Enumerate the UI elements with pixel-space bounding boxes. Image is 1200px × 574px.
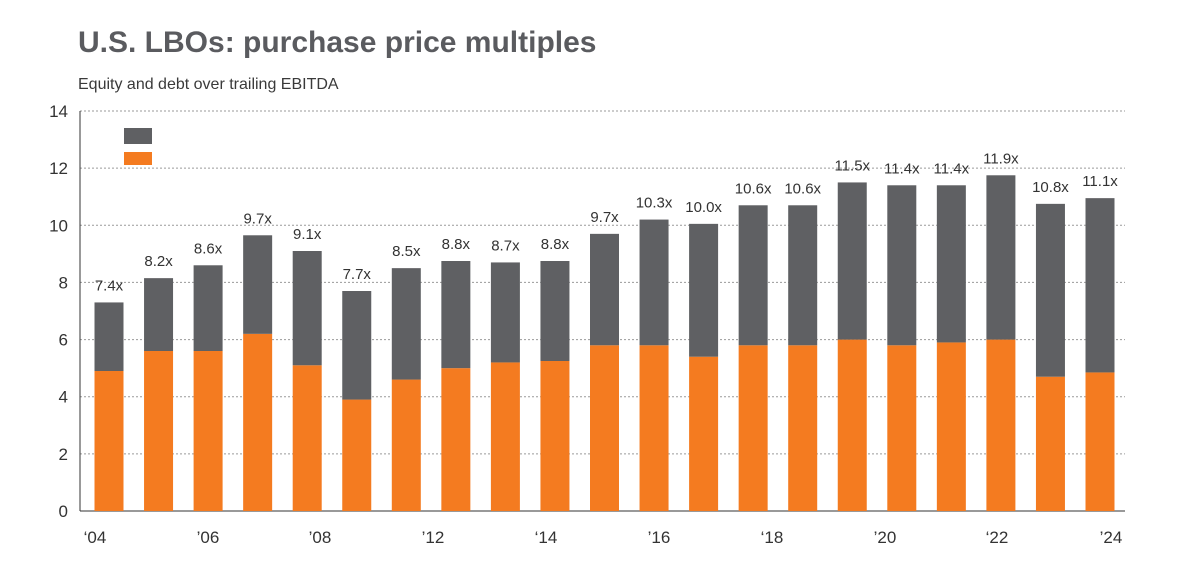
bar-debt-2006: [193, 351, 223, 511]
data-label-2008: 9.1x: [293, 226, 322, 243]
legend: [124, 128, 152, 165]
bar-debt-2004: [94, 371, 124, 511]
bar-equity-2012: [490, 262, 520, 363]
data-label-2011: 8.8x: [442, 236, 471, 253]
data-label-2022: 11.9x: [983, 150, 1019, 167]
data-label-2009: 7.7x: [343, 266, 372, 283]
y-tick-label: 4: [59, 388, 68, 407]
y-tick-label: 8: [59, 273, 68, 292]
bar-debt-2016: [689, 356, 719, 511]
data-label-2024: 11.1x: [1082, 173, 1118, 190]
bar-debt-2020: [887, 345, 917, 511]
y-tick-label: 14: [49, 102, 68, 121]
data-label-2017: 10.6x: [735, 180, 772, 197]
bar-debt-2009: [342, 399, 372, 511]
x-tick-label: ’08: [309, 528, 332, 547]
bar-debt-2011: [441, 368, 471, 511]
y-tick-label: 0: [59, 502, 68, 521]
bar-debt-2005: [144, 351, 174, 511]
bar-equity-2024: [1085, 198, 1115, 373]
bar-equity-2022: [986, 175, 1016, 340]
data-label-2004: 7.4x: [95, 277, 124, 294]
bar-equity-2017: [738, 205, 768, 346]
x-tick-label: ‘04: [84, 528, 107, 547]
data-label-2016: 10.0x: [685, 199, 722, 216]
bar-debt-2015: [639, 345, 669, 511]
data-label-2021: 11.4x: [934, 160, 970, 177]
bar-equity-2013: [540, 261, 570, 361]
legend-swatch-equity: [124, 128, 152, 144]
x-tick-label: ’16: [648, 528, 671, 547]
bar-equity-2004: [94, 302, 124, 371]
x-tick-label: ’12: [422, 528, 445, 547]
data-label-2006: 8.6x: [194, 240, 223, 257]
data-label-2013: 8.8x: [541, 236, 570, 253]
data-label-2018: 10.6x: [784, 180, 821, 197]
bar-equity-2021: [936, 185, 966, 343]
x-tick-label: ’24: [1100, 528, 1123, 547]
bar-equity-2011: [441, 261, 471, 369]
bar-debt-2024: [1085, 372, 1115, 511]
x-tick-label: ’20: [874, 528, 897, 547]
bar-debt-2022: [986, 339, 1016, 511]
bar-equity-2019: [837, 182, 867, 340]
y-tick-label: 10: [49, 216, 68, 235]
bar-debt-2023: [1035, 376, 1065, 511]
y-tick-label: 12: [49, 159, 68, 178]
bar-debt-2013: [540, 361, 570, 511]
bar-debt-2010: [391, 379, 421, 511]
bar-equity-2009: [342, 291, 372, 400]
y-tick-label: 2: [59, 445, 68, 464]
bar-equity-2007: [243, 235, 273, 334]
x-tick-label: ‘14: [535, 528, 558, 547]
legend-swatch-debt: [124, 152, 152, 165]
data-label-2020: 11.4x: [884, 160, 920, 177]
bar-debt-2021: [936, 342, 966, 511]
bar-equity-2018: [788, 205, 818, 346]
data-labels: 7.4x 8.2x 8.6x 9.7x 9.1x 7.7x 8.5x 8.8x 8.7x 8.8x…: [95, 150, 1118, 294]
data-label-2012: 8.7x: [491, 237, 520, 254]
chart-title: U.S. LBOs: purchase price multiples: [78, 26, 597, 59]
bar-debt-2007: [243, 333, 273, 511]
data-label-2010: 8.5x: [392, 243, 421, 260]
data-label-2015: 10.3x: [636, 195, 673, 212]
bar-equity-2010: [391, 268, 421, 380]
data-label-2007: 9.7x: [243, 210, 272, 227]
bar-equity-2005: [144, 278, 174, 351]
chart-subtitle: Equity and debt over trailing EBITDA: [78, 76, 339, 93]
y-tick-label: 6: [59, 331, 68, 350]
bar-equity-2014: [590, 233, 619, 346]
bar-equity-2016: [689, 223, 719, 357]
data-label-2019: 11.5x: [834, 157, 870, 174]
data-label-2023: 10.8x: [1032, 179, 1069, 196]
bar-equity-2015: [639, 219, 669, 346]
x-tick-label: ‘22: [986, 528, 1009, 547]
bar-debt-2014: [590, 345, 619, 511]
bars: [94, 175, 1115, 511]
bar-debt-2012: [490, 362, 520, 511]
bar-debt-2019: [837, 339, 867, 511]
bar-debt-2017: [738, 345, 768, 511]
x-axis: ‘04 ’06 ’08 ’12 ‘14 ’16 ‘18 ’20 ‘22 ’24: [84, 528, 1123, 547]
bar-debt-2008: [292, 365, 322, 511]
x-tick-label: ‘18: [761, 528, 784, 547]
bar-equity-2008: [292, 251, 322, 366]
bar-equity-2023: [1035, 203, 1065, 377]
bar-equity-2006: [193, 265, 223, 351]
bar-debt-2018: [788, 345, 818, 511]
data-label-2014: 9.7x: [590, 209, 619, 226]
x-tick-label: ’06: [197, 528, 220, 547]
data-label-2005: 8.2x: [144, 253, 173, 270]
bar-equity-2020: [887, 185, 917, 346]
